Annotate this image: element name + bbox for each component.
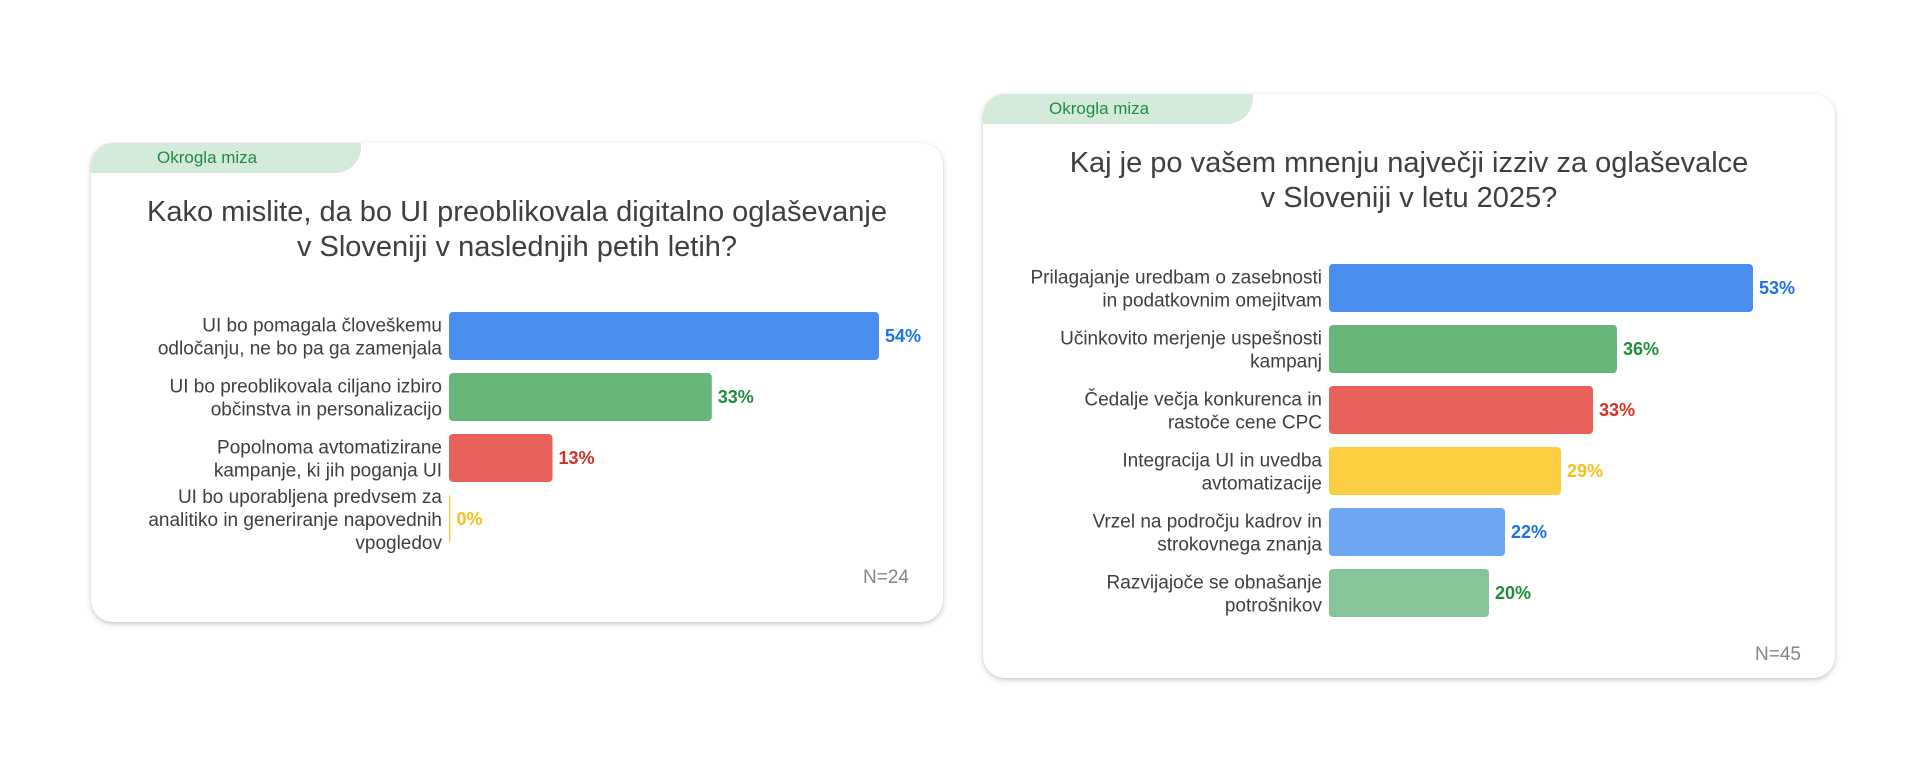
category-label: Razvijajoče se obnašanje potrošnikov: [1107, 573, 1323, 617]
category-label-line: in podatkovnim omejitvam: [1102, 291, 1322, 312]
category-label-line: potrošnikov: [1225, 596, 1323, 617]
bar: [1329, 447, 1561, 495]
category-label: Učinkovito merjenje uspešnosti kampanj: [1060, 329, 1322, 373]
value-label: 0%: [457, 509, 483, 529]
category-label-line: Prilagajanje uredbam o zasebnosti: [1030, 268, 1322, 289]
value-label: 54%: [885, 326, 921, 346]
chart-card-advertiser-challenges: Okrogla miza Kaj je po vašem mnenju najv…: [983, 94, 1835, 678]
category-label-line: Integracija UI in uvedba: [1122, 451, 1322, 472]
chart-title: Kaj je po vašem mnenju največji izziv za…: [983, 146, 1835, 216]
category-label-line: strokovnega znanja: [1157, 535, 1322, 556]
category-label-line: Popolnoma avtomatizirane: [217, 438, 442, 459]
bar: [449, 495, 451, 543]
value-label: 33%: [1599, 400, 1635, 420]
sample-size-label: N=24: [863, 567, 909, 588]
value-label: 20%: [1495, 583, 1531, 603]
bar: [449, 312, 879, 360]
bar-chart: 54% UI bo pomagala človeškemu odločanju, n…: [148, 312, 921, 554]
bar: [1329, 508, 1505, 556]
value-label: 29%: [1567, 461, 1603, 481]
bar: [449, 434, 553, 482]
category-label: Popolnoma avtomatizirane kampanje, ki jih…: [214, 438, 442, 482]
category-label: Vrzel na področju kadrov in strokovnega z…: [1092, 512, 1322, 556]
category-label-line: Razvijajoče se obnašanje: [1107, 573, 1322, 594]
bar: [1329, 264, 1753, 312]
chart-title-line-2: v Sloveniji v naslednjih petih letih?: [296, 231, 738, 263]
round-table-tag: Okrogla miza: [983, 94, 1253, 124]
bar: [1329, 386, 1593, 434]
category-label-line: Vrzel na področju kadrov in: [1092, 512, 1322, 533]
bar: [1329, 569, 1489, 617]
category-label-line: Čedalje večja konkurenca in: [1084, 389, 1322, 411]
round-table-tag: Okrogla miza: [91, 143, 361, 173]
chart-card-ai-transformation: Okrogla miza Kako mislite, da bo UI preo…: [91, 143, 943, 622]
category-label: Prilagajanje uredbam o zasebnosti in poda…: [1030, 268, 1322, 312]
bar-chart: 53% Prilagajanje uredbam o zasebnosti in p…: [1030, 264, 1795, 617]
category-label-line: kampanje, ki jih poganja UI: [214, 461, 442, 482]
bar: [1329, 325, 1617, 373]
category-label-line: občinstva in personalizacijo: [211, 400, 442, 421]
category-label: UI bo uporabljena predvsem za analitiko i…: [148, 487, 442, 554]
chart-title: Kako mislite, da bo UI preoblikovala dig…: [91, 195, 943, 265]
category-label: Čedalje večja konkurenca in rastoče cene …: [1084, 389, 1322, 434]
value-label: 22%: [1511, 522, 1547, 542]
category-label: UI bo pomagala človeškemu odločanju, ne b…: [158, 316, 443, 360]
value-label: 36%: [1623, 339, 1659, 359]
category-label: Integracija UI in uvedba avtomatizacije: [1122, 451, 1322, 495]
chart-title-line-1: Kaj je po vašem mnenju največji izziv za…: [1069, 147, 1749, 179]
category-label-line: odločanju, ne bo pa ga zamenjala: [158, 339, 443, 360]
category-label-line: analitiko in generiranje napovednih: [148, 510, 442, 531]
sample-size-label: N=45: [1755, 644, 1801, 665]
category-label-line: UI bo preoblikovala ciljano izbiro: [170, 377, 442, 398]
chart-title-line-2: v Sloveniji v letu 2025?: [1260, 182, 1558, 214]
category-label-line: UI bo pomagala človeškemu: [202, 316, 442, 337]
category-label-line: avtomatizacije: [1202, 474, 1322, 495]
category-label-line: Učinkovito merjenje uspešnosti: [1060, 329, 1322, 350]
category-label-line: vpogledov: [355, 533, 442, 554]
value-label: 53%: [1759, 278, 1795, 298]
bar: [449, 373, 712, 421]
category-label-line: kampanj: [1250, 352, 1322, 373]
category-label-line: UI bo uporabljena predvsem za: [178, 487, 442, 508]
chart-title-line-1: Kako mislite, da bo UI preoblikovala dig…: [147, 196, 887, 228]
value-label: 13%: [559, 448, 595, 468]
value-label: 33%: [718, 387, 754, 407]
category-label: UI bo preoblikovala ciljano izbiro občins…: [170, 377, 442, 421]
category-label-line: rastoče cene CPC: [1168, 413, 1322, 434]
